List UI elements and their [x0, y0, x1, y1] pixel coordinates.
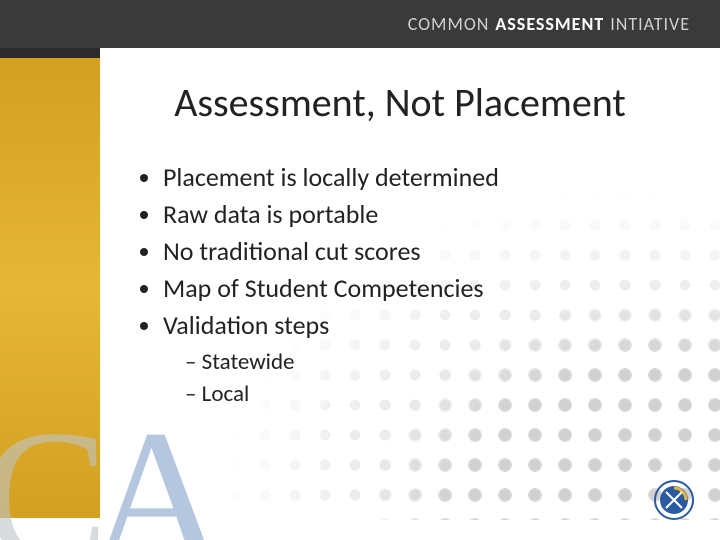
slide-title: Assessment, Not Placement: [110, 78, 690, 127]
header-bar: COMMON ASSESSMENT INTIATIVE: [0, 0, 720, 48]
ca-watermark: CA: [0, 402, 206, 540]
slide-body: Placement is locally determined Raw data…: [135, 160, 675, 412]
watermark-a: A: [89, 392, 206, 540]
bullet-item: Raw data is portable: [163, 197, 675, 232]
bullet-item: Placement is locally determined: [163, 160, 675, 195]
bullet-list: Placement is locally determined Raw data…: [135, 160, 675, 410]
slide: COMMON ASSESSMENT INTIATIVE CA Assessmen…: [0, 0, 720, 540]
header-word-common: COMMON: [408, 13, 490, 35]
bullet-label: Validation steps: [163, 309, 329, 341]
watermark-c: C: [0, 392, 89, 540]
round-logo-icon: [654, 480, 694, 520]
bullet-item: Map of Student Competencies: [163, 271, 675, 306]
header-word-assessment: ASSESSMENT: [495, 13, 604, 35]
header-word-initiative: INTIATIVE: [610, 13, 690, 35]
bullet-item: No traditional cut scores: [163, 234, 675, 269]
sub-bullet-item: Local: [185, 379, 675, 410]
header-tab-accent: [0, 48, 100, 58]
sub-bullet-list: Statewide Local: [163, 347, 675, 409]
bullet-item: Validation steps Statewide Local: [163, 308, 675, 409]
sub-bullet-item: Statewide: [185, 347, 675, 378]
